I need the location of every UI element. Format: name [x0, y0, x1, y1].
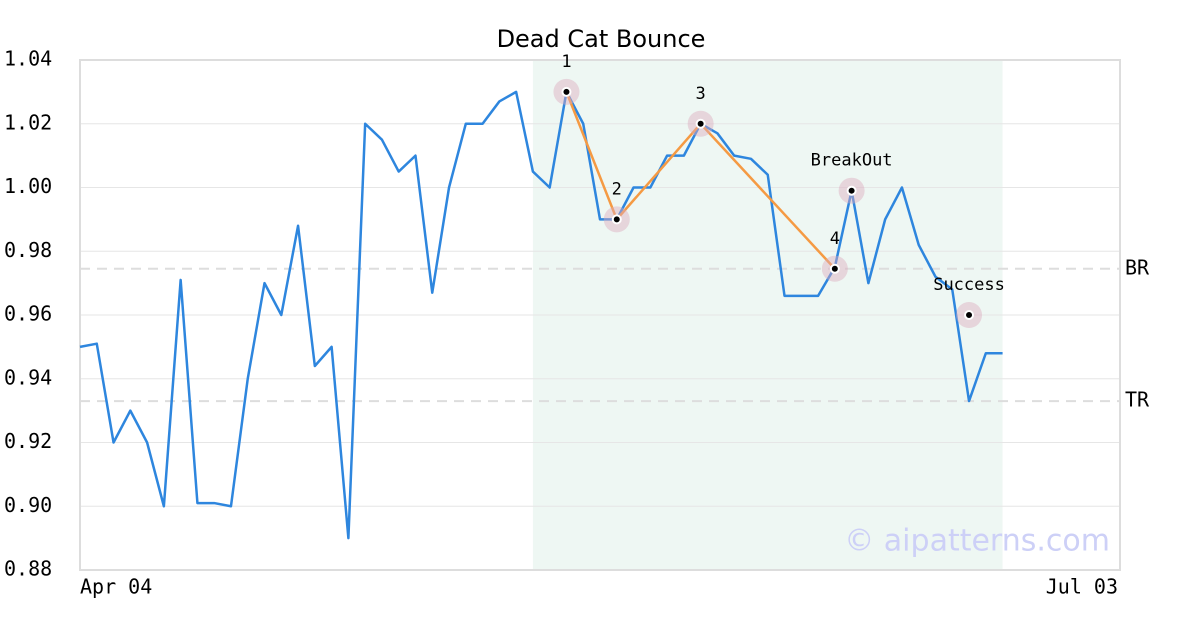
marker-dot [964, 310, 975, 320]
marker-dot [611, 214, 622, 225]
level-label: TR [1125, 388, 1150, 412]
marker-dot [846, 185, 857, 196]
price-line [79, 90, 1003, 540]
marker-label: 2 [612, 179, 622, 199]
marker-dot [695, 118, 706, 129]
y-tick-label: 0.98 [4, 238, 52, 262]
y-tick-label: 1.00 [4, 174, 52, 198]
x-tick-label: Apr 04 [80, 575, 152, 599]
y-tick-label: 0.88 [4, 557, 52, 581]
marker-dot [561, 86, 572, 97]
marker-label: 4 [830, 229, 840, 249]
marker-label: BreakOut [811, 151, 893, 171]
y-tick-label: 0.90 [4, 493, 52, 517]
y-tick-label: 1.04 [4, 47, 52, 71]
chart-title: Dead Cat Bounce [497, 25, 706, 53]
watermark: © aipatterns.com [844, 524, 1110, 559]
y-tick-label: 0.92 [4, 429, 52, 453]
x-tick-label: Jul 03 [1046, 575, 1118, 599]
plot-frame [79, 59, 1121, 571]
marker-dot [829, 263, 840, 274]
marker-label: Success [933, 275, 1005, 295]
marker-label: 1 [561, 52, 571, 72]
y-tick-label: 0.94 [4, 365, 52, 389]
level-label: BR [1125, 255, 1150, 279]
y-tick-label: 0.96 [4, 302, 52, 326]
y-tick-label: 1.02 [4, 110, 52, 134]
marker-label: 3 [696, 84, 706, 104]
pattern-line [565, 91, 836, 270]
